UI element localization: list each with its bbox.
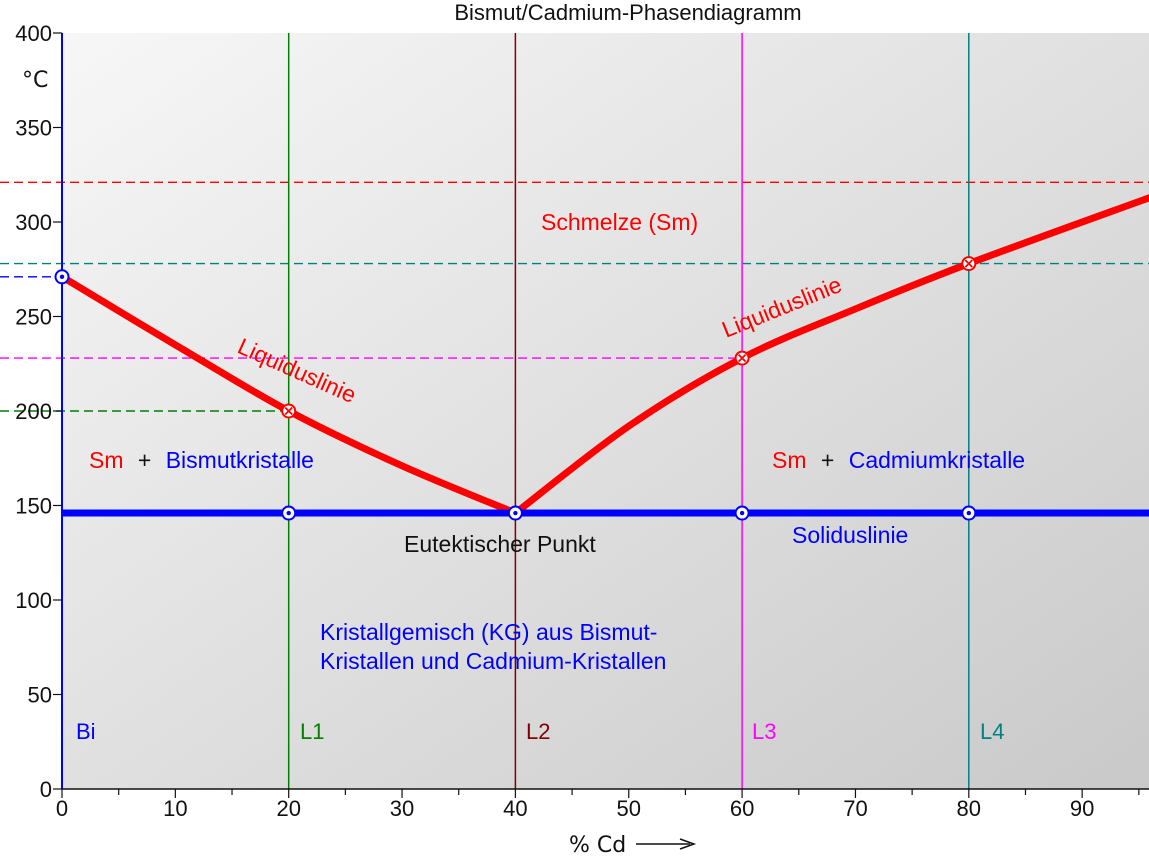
cross-marker-x-2 xyxy=(964,259,973,268)
y-tick-label-350: 350 xyxy=(15,116,52,141)
l3-label: L3 xyxy=(752,719,776,744)
kristallgemisch-line-1: Kristallgemisch (KG) aus Bismut- xyxy=(320,619,657,645)
y-tick-label-200: 200 xyxy=(15,399,52,424)
cross-marker-x-1 xyxy=(737,353,747,363)
y-tick-label-50: 50 xyxy=(28,683,52,708)
x-tick-label-0: 0 xyxy=(56,796,68,821)
bi-label: Bi xyxy=(76,719,96,744)
axes: 0 50 100 150 200 250 300 350 400 0 10 20 30 40 50 60 70 8… xyxy=(15,21,1149,821)
bismutkristalle-label: Bismutkristalle xyxy=(166,447,314,473)
soliduslinie-label: Soliduslinie xyxy=(792,522,908,548)
x-tick-label-50: 50 xyxy=(617,796,641,821)
open-marker-dot-2 xyxy=(513,510,518,516)
dashed-reference-lines xyxy=(0,181,1149,412)
open-marker-dot-4 xyxy=(966,510,971,516)
open-marker-dot-3 xyxy=(739,510,745,516)
x-axis-label: % Cd xyxy=(569,833,626,858)
open-marker-dot-1 xyxy=(286,510,291,516)
kristallgemisch-line-2: Kristallen und Cadmium-Kristallen xyxy=(320,648,666,674)
x-tick-label-20: 20 xyxy=(276,796,300,821)
y-tick-label-300: 300 xyxy=(15,210,52,235)
y-tick-label-150: 150 xyxy=(15,494,52,519)
y-tick-label-100: 100 xyxy=(15,588,52,613)
l1-label: L1 xyxy=(300,719,324,744)
sm-left-label: Sm xyxy=(89,447,124,473)
x-tick-label-70: 70 xyxy=(843,796,867,821)
x-tick-label-10: 10 xyxy=(163,796,187,821)
region-label-right: Sm + Cadmiumkristalle xyxy=(772,447,1025,473)
y-tick-label-400: 400 xyxy=(15,21,52,46)
x-tick-label-80: 80 xyxy=(957,796,981,821)
sm-right-label: Sm xyxy=(772,447,807,473)
y-tick-label-250: 250 xyxy=(15,305,52,330)
region-label-left: Sm + Bismutkristalle xyxy=(89,447,314,473)
y-axis-unit: °C xyxy=(22,68,48,93)
cross-marker-x-0 xyxy=(284,406,293,416)
chart-title: Bismut/Cadmium-Phasendiagramm xyxy=(454,0,801,25)
plus-right-label: + xyxy=(821,447,834,473)
l4-label: L4 xyxy=(980,719,1004,744)
liquidus-line-right xyxy=(511,194,1149,517)
open-marker-dot-0 xyxy=(59,274,65,280)
eutektischer-punkt-label: Eutektischer Punkt xyxy=(404,531,596,557)
cadmiumkristalle-label: Cadmiumkristalle xyxy=(849,447,1025,473)
x-axis-arrow-icon xyxy=(636,838,697,850)
y-tick-label-0: 0 xyxy=(40,777,52,802)
l2-label: L2 xyxy=(526,719,550,744)
x-tick-label-30: 30 xyxy=(390,796,414,821)
x-tick-label-60: 60 xyxy=(730,796,754,821)
point-markers xyxy=(54,256,977,521)
x-tick-label-40: 40 xyxy=(503,796,527,821)
schmelze-label: Schmelze (Sm) xyxy=(541,209,698,235)
x-tick-label-90: 90 xyxy=(1070,796,1094,821)
plus-left-label: + xyxy=(138,447,151,473)
